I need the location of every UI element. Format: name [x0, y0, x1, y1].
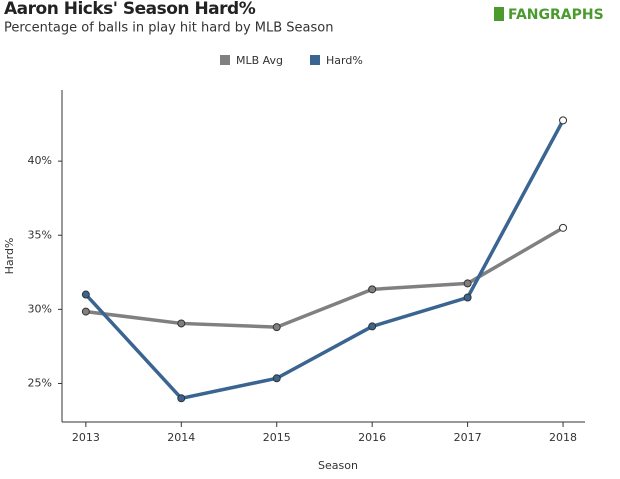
point: [272, 323, 281, 332]
logo-icon: [494, 7, 504, 21]
point: [81, 307, 90, 316]
series-line: [85, 226, 564, 329]
point: [177, 319, 186, 328]
logo: FANGRAPHS: [508, 7, 604, 23]
point: [463, 279, 472, 288]
x-axis-label: Season: [318, 459, 358, 472]
x-tick-label: 2016: [358, 431, 386, 444]
point: [559, 116, 568, 125]
series-line: [84, 119, 565, 401]
point: [272, 374, 281, 383]
chart-subtitle: Percentage of balls in play hit hard by …: [4, 21, 333, 36]
y-tick-label: 30%: [28, 302, 52, 315]
y-tick-label: 35%: [28, 228, 52, 241]
point: [81, 290, 90, 299]
legend-swatch: [220, 55, 230, 65]
point: [368, 322, 377, 331]
x-tick-label: 2015: [263, 431, 291, 444]
legend-label: MLB Avg: [236, 54, 283, 67]
point: [463, 293, 472, 302]
x-tick-label: 2013: [72, 431, 100, 444]
legend-label: Hard%: [326, 54, 363, 67]
point: [368, 285, 377, 294]
chart-title: Aaron Hicks' Season Hard%: [4, 0, 256, 19]
legend-swatch: [310, 55, 320, 65]
point: [177, 394, 186, 403]
point: [559, 223, 568, 232]
x-tick-label: 2014: [167, 431, 195, 444]
y-tick-label: 40%: [28, 154, 52, 167]
y-tick-label: 25%: [28, 376, 52, 389]
x-tick-label: 2017: [454, 431, 482, 444]
x-tick-label: 2018: [549, 431, 577, 444]
y-axis-label: Hard%: [3, 238, 16, 275]
